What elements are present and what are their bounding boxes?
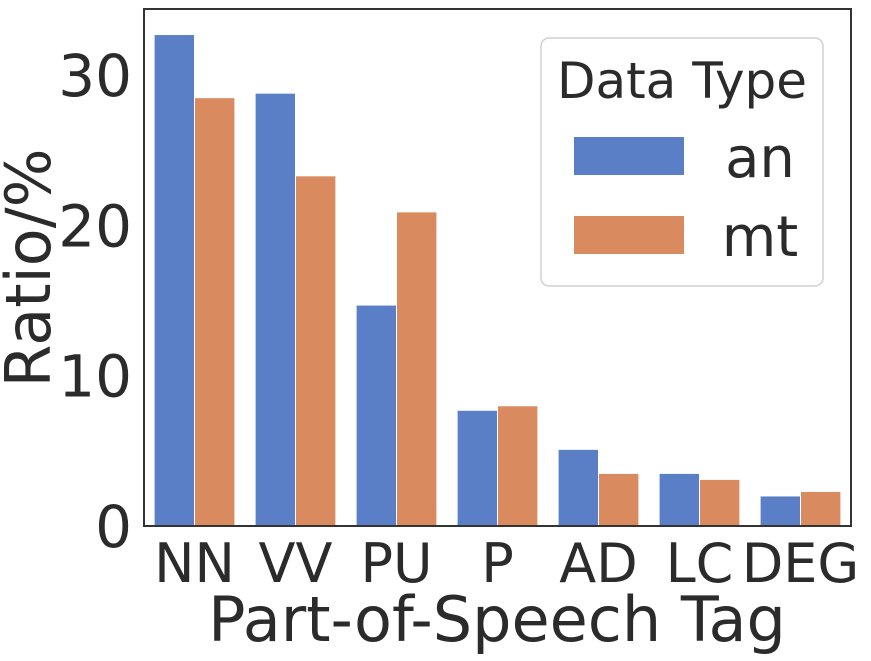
bar-mt-vv xyxy=(295,175,337,527)
legend: Data Type an mt xyxy=(540,37,824,287)
x-tick-label: AD xyxy=(559,532,638,595)
bar-mt-p xyxy=(497,405,539,527)
legend-title: Data Type xyxy=(557,52,807,110)
x-tick-label: P xyxy=(481,532,514,595)
x-ticks: NN VV PU P AD LC DEG xyxy=(154,532,859,595)
bar-an-lc xyxy=(658,472,700,527)
x-tick-label: NN xyxy=(154,532,235,595)
bar-mt-pu xyxy=(396,211,438,527)
bar-mt-ad xyxy=(598,472,640,527)
bar-mt-lc xyxy=(699,478,741,527)
y-tick-label: 0 xyxy=(95,493,132,561)
legend-swatch-mt xyxy=(574,216,684,254)
bars-layer xyxy=(153,34,842,527)
x-tick-label: PU xyxy=(360,532,432,595)
x-tick-label: LC xyxy=(666,532,734,595)
bar-an-pu xyxy=(355,304,398,527)
bar-an-deg xyxy=(759,495,801,527)
bar-mt-nn xyxy=(194,97,236,527)
y-tick-label: 10 xyxy=(58,343,132,411)
y-axis-label: Ratio/% xyxy=(0,149,65,388)
y-tick-label: 20 xyxy=(58,192,132,260)
plot-frame xyxy=(143,8,852,527)
bar-mt-deg xyxy=(800,490,842,527)
legend-swatch-an xyxy=(574,137,684,175)
x-tick-label: VV xyxy=(259,532,333,595)
bar-an-nn xyxy=(153,34,196,527)
bar-an-ad xyxy=(557,448,599,527)
x-tick-label: DEG xyxy=(742,532,860,595)
legend-label-an: an xyxy=(725,126,795,191)
x-axis-label: Part-of-Speech Tag xyxy=(208,583,786,656)
legend-label-mt: mt xyxy=(722,205,799,270)
bar-an-p xyxy=(456,409,499,527)
y-ticks: 0 10 20 30 xyxy=(58,42,132,561)
y-tick-label: 30 xyxy=(58,42,132,110)
bar-an-vv xyxy=(254,92,297,527)
